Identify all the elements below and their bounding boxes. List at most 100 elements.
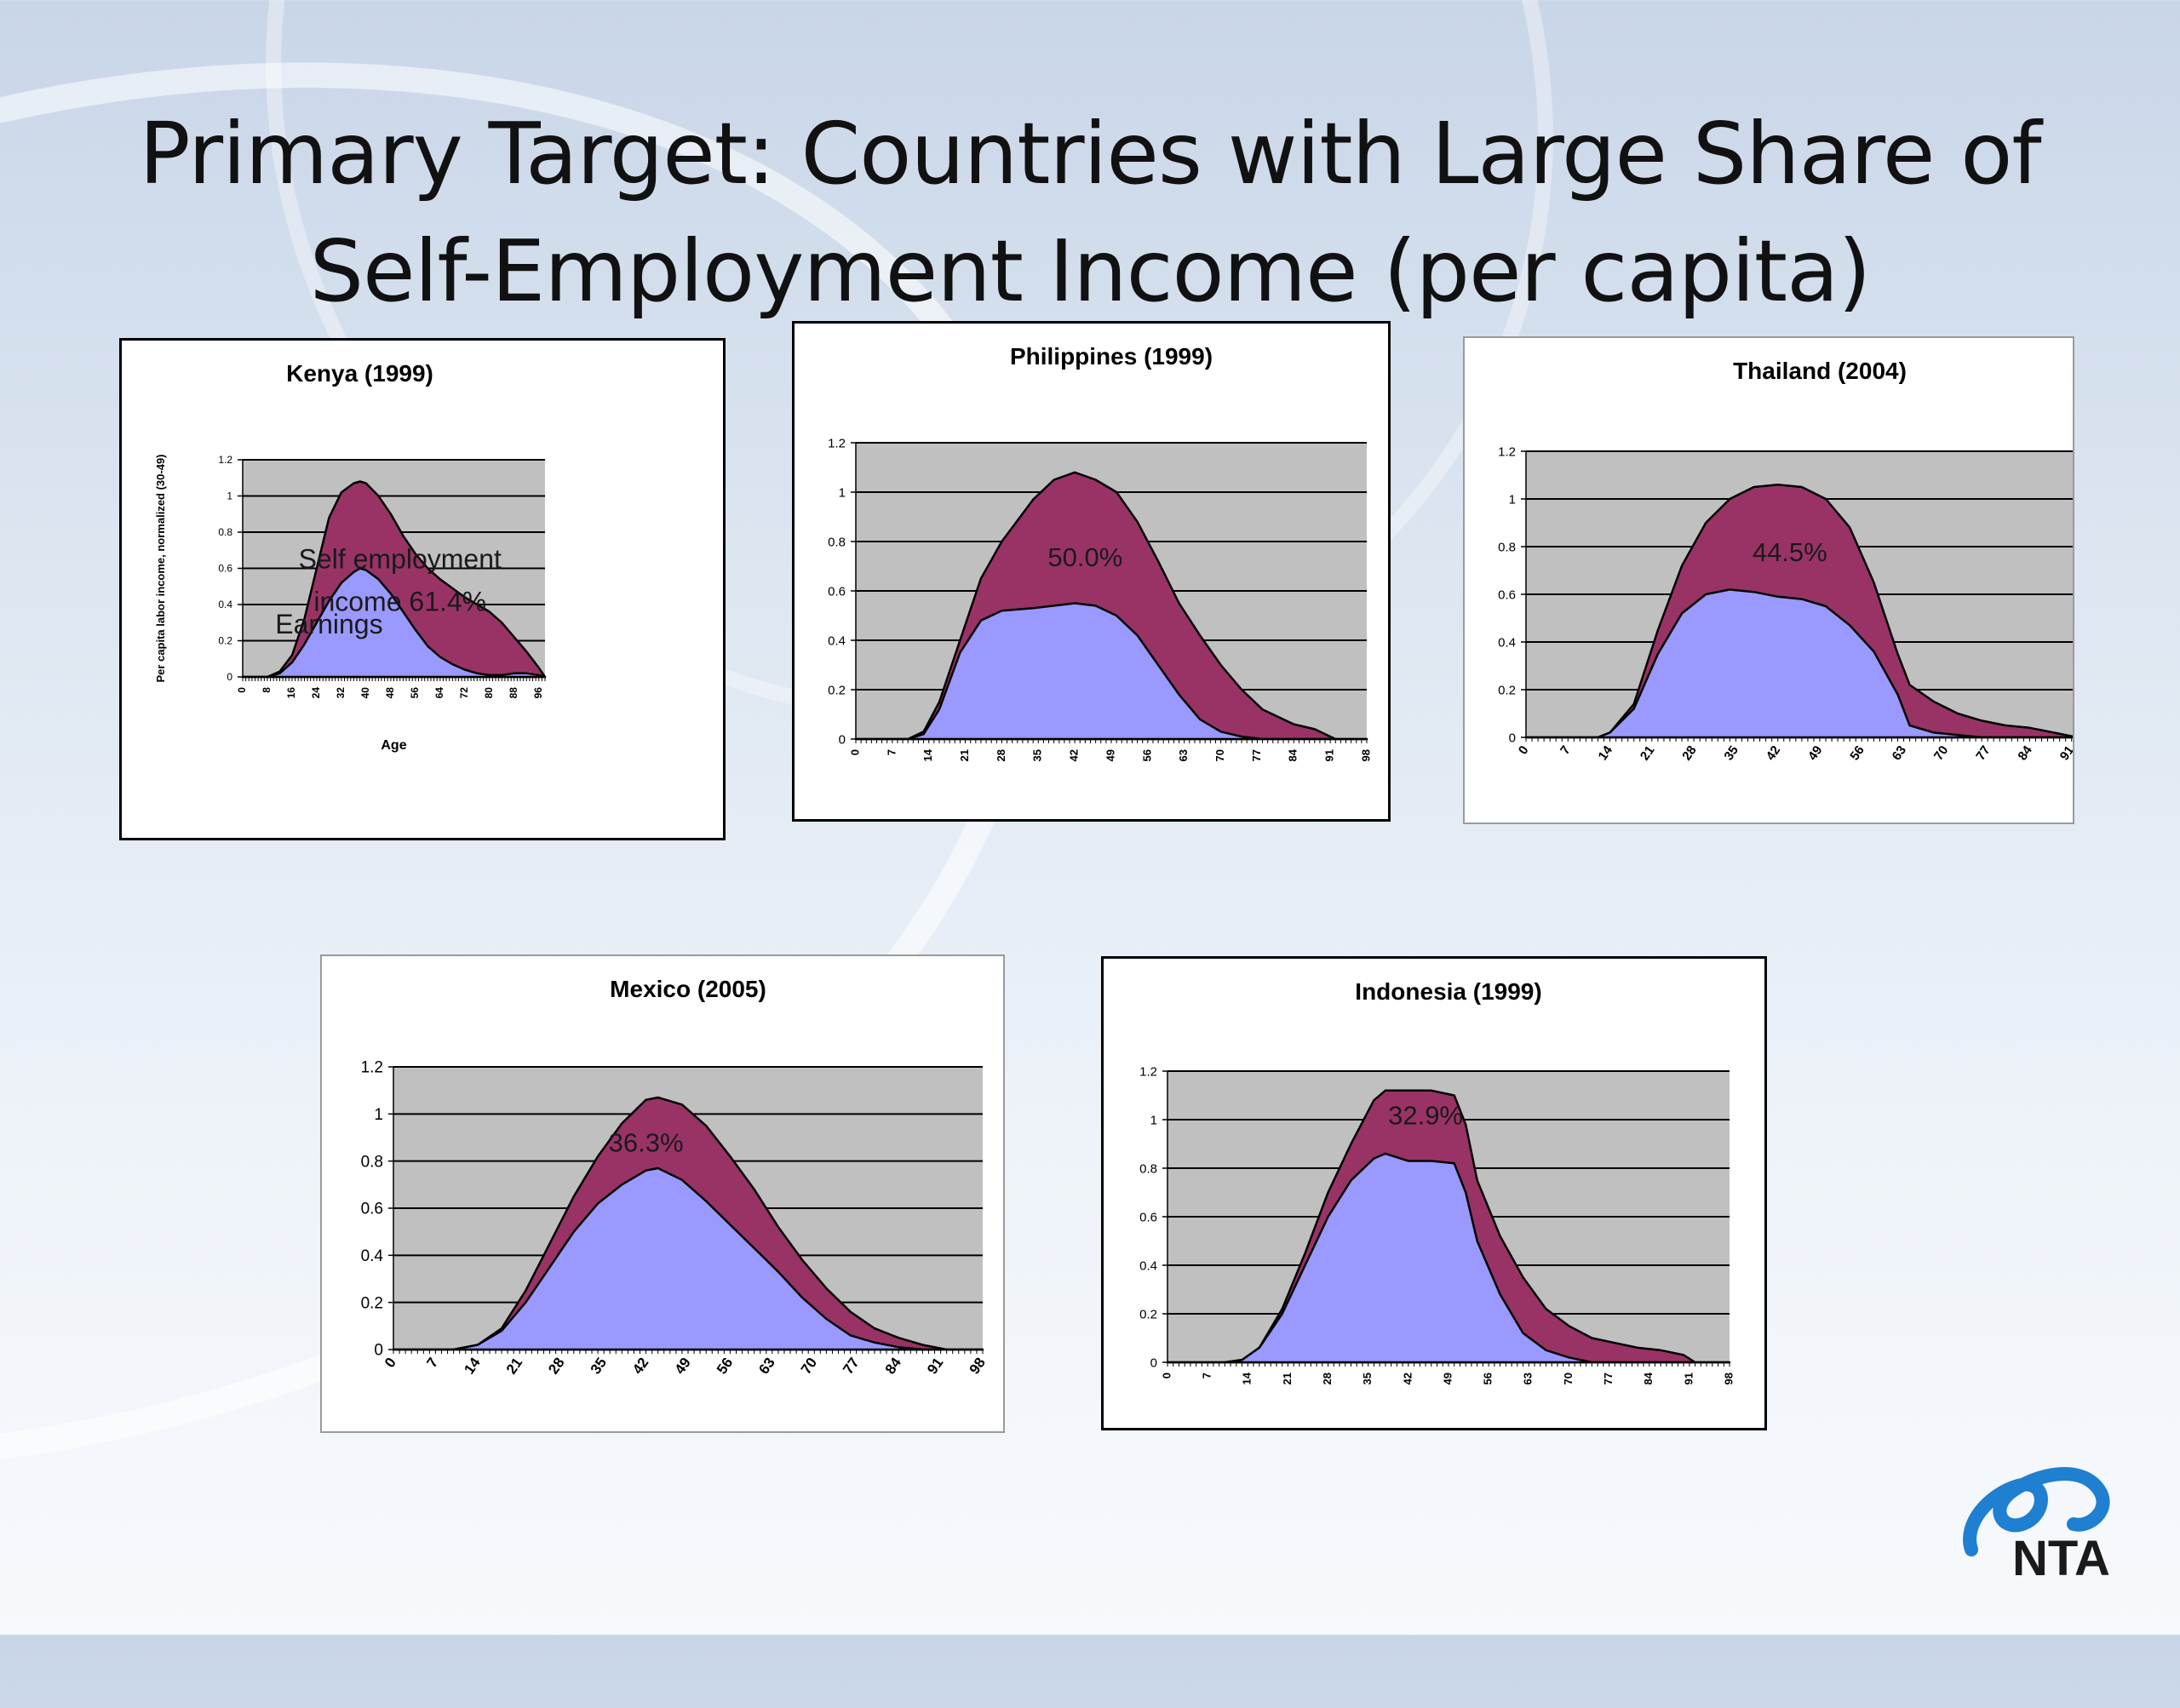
- annotation-label: 44.5%: [1753, 537, 1827, 567]
- y-tick-label: 1: [839, 485, 846, 500]
- x-tick-label: 14: [1241, 1372, 1254, 1384]
- y-tick-label: 0.8: [218, 526, 232, 538]
- y-tick-label: 0.4: [1139, 1258, 1157, 1273]
- x-tick-label: 77: [840, 1355, 862, 1377]
- x-tick-label: 84: [882, 1355, 905, 1378]
- chart-philippines: Philippines (1999) 0 0.2 0.4 0.6 0.8 1 1.2 0 7 14 2…: [828, 343, 1372, 761]
- x-tick-label: 84: [1642, 1372, 1655, 1384]
- y-tick-label: 0: [839, 732, 846, 747]
- y-tick-label: 0: [1509, 731, 1516, 745]
- x-tick-label: 63: [1177, 749, 1190, 761]
- y-tick-label: 1: [374, 1106, 383, 1124]
- annotation-label: income 61.4%: [313, 587, 486, 617]
- x-tick-label: 7: [1558, 743, 1574, 758]
- x-tick-label: 7: [885, 749, 898, 755]
- series-earnings-area: [241, 567, 547, 679]
- x-tick-label: 35: [1361, 1373, 1374, 1384]
- y-tick-label: 0.8: [828, 535, 846, 549]
- y-tick-label: 0.2: [361, 1294, 383, 1312]
- chart-panel-kenya: Kenya (1999) 0 0.2 0.4 0.6 0.8 1 1.2 0 8 16 24 32 40 4…: [119, 338, 726, 840]
- y-tick-label: 0.6: [828, 584, 846, 599]
- y-tick-label: 0.6: [1498, 587, 1516, 602]
- x-tick-label: 63: [1522, 1373, 1535, 1384]
- chart-title: Mexico (2005): [610, 976, 766, 1002]
- x-tick-label: 70: [798, 1355, 820, 1377]
- y-tick-label: 0.6: [361, 1201, 383, 1218]
- chart-panel-thailand: Thailand (2004) 0 0.2 0.4 0.6 0.8 1 1.2 0 7 14 21 28…: [1463, 336, 2074, 824]
- x-tick-label: 28: [545, 1355, 567, 1377]
- chart-panel-mexico: Mexico (2005) 0 0.2 0.4 0.6 0.8 1 1.2 0 7 14 21 28 35…: [320, 954, 1005, 1433]
- annotation-label: 36.3%: [609, 1128, 684, 1158]
- annotation-label: Self employment: [299, 544, 502, 575]
- x-tick-label: 0: [236, 687, 248, 693]
- x-tick-label: 91: [1682, 1373, 1695, 1384]
- x-tick-label: 42: [1401, 1373, 1414, 1384]
- x-tick-label: 7: [1201, 1373, 1213, 1378]
- x-tick-label: 84: [1287, 748, 1299, 761]
- y-tick-label: 0.8: [361, 1153, 383, 1171]
- chart-thailand: Thailand (2004) 0 0.2 0.4 0.6 0.8 1 1.2 0 7 14 21 28…: [1498, 358, 2073, 763]
- x-tick-label: 77: [1250, 749, 1263, 761]
- x-tick-label: 0: [1516, 743, 1532, 758]
- chart-panel-philippines: Philippines (1999) 0 0.2 0.4 0.6 0.8 1 1.2 0 7 14 2…: [792, 321, 1391, 822]
- x-tick-label: 56: [1482, 1373, 1494, 1384]
- chart-panel-indonesia: Indonesia (1999) 0 0.2 0.4 0.6 0.8 1 1.2 0 7 14 21 2…: [1101, 956, 1767, 1430]
- x-tick-label: 28: [1679, 743, 1699, 763]
- x-tick-label: 56: [409, 687, 421, 699]
- chart-indonesia: Indonesia (1999) 0 0.2 0.4 0.6 0.8 1 1.2 0 7 14 21 2…: [1139, 978, 1735, 1384]
- chart-title: Indonesia (1999): [1355, 978, 1541, 1005]
- x-tick-label: 49: [672, 1355, 694, 1377]
- x-tick-label: 91: [1323, 749, 1336, 761]
- x-tick-label: 80: [483, 687, 495, 699]
- x-tick-label: 42: [629, 1355, 651, 1377]
- x-tick-label: 35: [588, 1355, 610, 1377]
- x-tick-label: 91: [924, 1355, 946, 1377]
- chart-title: Philippines (1999): [1010, 343, 1213, 370]
- x-tick-label: 98: [1722, 1373, 1735, 1384]
- y-tick-label: 0: [374, 1342, 383, 1360]
- y-tick-label: 1.2: [218, 454, 232, 466]
- annotation-label: Earnings: [275, 609, 382, 639]
- y-tick-label: 1.2: [1498, 444, 1516, 459]
- y-tick-label: 0.8: [1498, 540, 1516, 554]
- chart-mexico: Mexico (2005) 0 0.2 0.4 0.6 0.8 1 1.2 0 7 14 21 28 35…: [361, 976, 989, 1378]
- slide-title: Primary Target: Countries with Large Sha…: [0, 95, 2180, 330]
- y-tick-label: 0.6: [1139, 1210, 1157, 1224]
- x-tick-label: 21: [503, 1355, 525, 1377]
- y-tick-label: 0.2: [1498, 683, 1516, 697]
- x-tick-label: 70: [1562, 1373, 1575, 1384]
- x-tick-label: 42: [1068, 749, 1081, 761]
- x-tick-label: 24: [310, 687, 322, 699]
- x-tick-label: 35: [1721, 743, 1741, 763]
- x-tick-label: 28: [1321, 1373, 1334, 1384]
- x-tick-label: 49: [1104, 749, 1116, 761]
- x-tick-label: 32: [335, 687, 347, 699]
- x-tick-label: 70: [1213, 749, 1226, 761]
- chart-kenya: Kenya (1999) 0 0.2 0.4 0.6 0.8 1 1.2 0 8 16 24 32 40 4…: [154, 360, 547, 753]
- x-tick-label: 14: [1596, 742, 1616, 763]
- annotation-label: 50.0%: [1047, 542, 1122, 572]
- y-tick-label: 0: [227, 671, 232, 683]
- x-tick-label: 28: [995, 749, 1007, 761]
- x-tick-label: 21: [1638, 743, 1657, 763]
- x-tick-label: 98: [1359, 749, 1372, 761]
- y-tick-label: 0: [1150, 1356, 1157, 1370]
- x-tick-label: 49: [1805, 743, 1825, 763]
- x-tick-label: 56: [1140, 749, 1153, 761]
- y-tick-label: 0.6: [218, 563, 232, 575]
- y-tick-label: 1.2: [828, 436, 846, 450]
- x-tick-label: 84: [2015, 742, 2035, 763]
- slide-title-line-1: Primary Target: Countries with Large Sha…: [139, 104, 2041, 203]
- x-tick-label: 42: [1764, 743, 1783, 763]
- y-tick-label: 1.2: [1139, 1064, 1157, 1079]
- x-tick-label: 63: [1890, 743, 1909, 763]
- nta-logo-text: NTA: [2012, 1531, 2110, 1584]
- nta-logo: NTA: [1963, 1467, 2110, 1584]
- y-tick-label: 0.2: [1139, 1307, 1157, 1321]
- x-tick-label: 56: [714, 1355, 736, 1377]
- y-tick-label: 1.2: [361, 1059, 383, 1077]
- x-tick-label: 77: [1602, 1373, 1615, 1384]
- x-tick-label: 64: [433, 687, 445, 699]
- y-tick-label: 0.2: [218, 635, 232, 647]
- x-tick-label: 56: [1847, 743, 1867, 763]
